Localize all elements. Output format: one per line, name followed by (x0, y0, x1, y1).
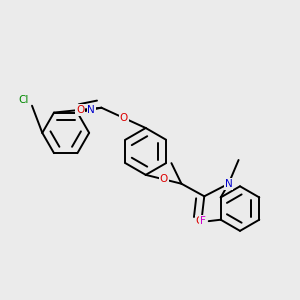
Text: F: F (200, 216, 206, 226)
Text: O: O (196, 216, 204, 226)
Text: N: N (88, 105, 95, 115)
Text: O: O (76, 105, 84, 115)
Text: O: O (119, 113, 128, 123)
Text: N: N (225, 179, 232, 189)
Text: O: O (159, 174, 168, 184)
Text: Cl: Cl (18, 95, 28, 105)
